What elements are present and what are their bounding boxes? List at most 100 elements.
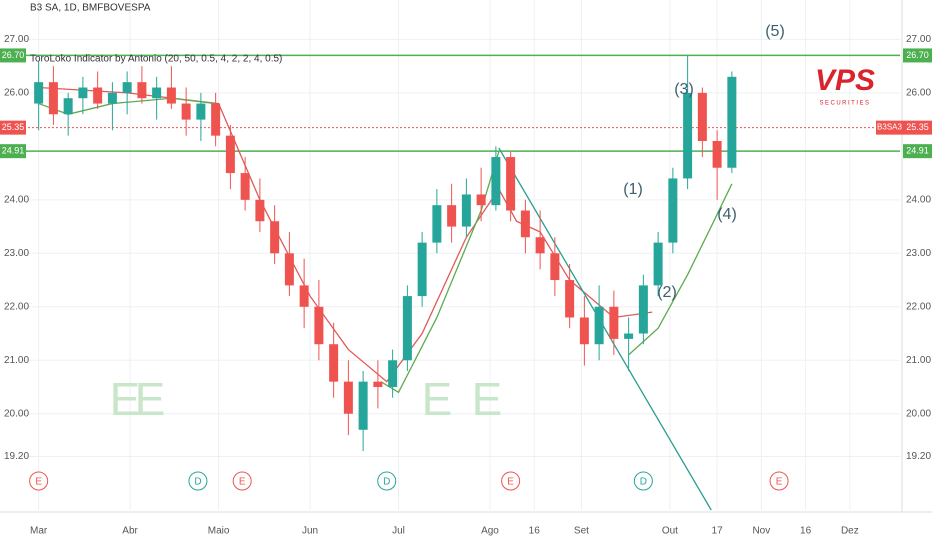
y-tick-label: 23.00: [906, 248, 931, 259]
candle-body: [137, 82, 147, 99]
price-line-label: 26.70: [2, 50, 25, 60]
candle-body: [48, 82, 58, 115]
chart-subtitle: ToroLoko Indicator by Antonio (20, 50, 0…: [30, 54, 282, 65]
event-label: E: [35, 477, 42, 488]
event-label: D: [194, 477, 201, 488]
watermark: E: [110, 373, 141, 425]
candle-body: [653, 242, 663, 286]
y-tick-label: 20.00: [906, 408, 931, 419]
watermark: E: [472, 373, 503, 425]
y-tick-label: 19.20: [4, 451, 29, 462]
candle-body: [122, 82, 132, 93]
candle-body: [93, 87, 103, 104]
candle-body: [697, 92, 707, 141]
candle-body: [565, 280, 575, 318]
event-label: D: [640, 477, 647, 488]
candle-body: [624, 333, 634, 339]
price-line-box: [903, 48, 932, 63]
candle-body: [255, 199, 265, 222]
candle-body: [520, 210, 530, 238]
event-marker: [633, 471, 653, 491]
x-tick-label: Set: [574, 526, 589, 537]
candle-body: [166, 87, 176, 104]
candle-body: [727, 76, 737, 168]
wave-label: (1): [623, 181, 643, 198]
y-tick-label: 27.00: [906, 34, 931, 45]
event-label: D: [383, 477, 390, 488]
candle-body: [152, 87, 162, 99]
candle-body: [550, 253, 560, 281]
price-line-box: [903, 120, 932, 135]
x-tick-label: Ago: [481, 526, 499, 537]
candle-body: [668, 178, 678, 243]
watermark: E: [422, 373, 453, 425]
y-tick-label: 21.00: [4, 355, 29, 366]
candle-body: [402, 296, 412, 361]
x-tick-label: Jun: [302, 526, 318, 537]
candle-body: [609, 306, 619, 339]
candle-body: [506, 157, 516, 211]
watermark: E: [135, 373, 166, 425]
candle-body: [78, 87, 88, 99]
price-line-box: [903, 144, 932, 159]
candle-body: [63, 98, 73, 115]
candle-body: [299, 285, 309, 307]
price-line-label: 24.91: [906, 146, 929, 156]
event-marker: [29, 471, 49, 491]
event-marker: [188, 471, 208, 491]
x-tick-label: Mar: [30, 526, 48, 537]
indicator-line: [628, 183, 733, 356]
y-tick-label: 19.20: [906, 451, 931, 462]
symbol-box: [876, 120, 903, 135]
event-label: E: [239, 477, 246, 488]
event-marker: [232, 471, 252, 491]
wave-label: (3): [674, 81, 694, 98]
x-tick-label: 16: [529, 526, 541, 537]
candle-body: [461, 194, 471, 227]
event-marker: [377, 471, 397, 491]
event-marker: [769, 471, 789, 491]
candle-body: [447, 205, 457, 227]
candle-body: [417, 242, 427, 297]
candle-body: [358, 381, 368, 430]
logo-subtext: SECURITIES: [819, 101, 870, 107]
candle-body: [211, 103, 221, 136]
x-tick-label: Out: [662, 526, 678, 537]
logo-text: VPS: [815, 64, 875, 97]
candle-body: [240, 173, 250, 200]
x-tick-label: Jul: [392, 526, 405, 537]
event-label: E: [776, 477, 783, 488]
price-line-label: 26.70: [906, 50, 929, 60]
wave-label: (2): [657, 284, 677, 301]
candle-body: [329, 344, 339, 382]
candle-body: [683, 92, 693, 179]
price-line-box: [0, 144, 26, 159]
x-tick-label: 16: [800, 526, 812, 537]
candle-body: [107, 92, 117, 104]
wave-label: (4): [717, 206, 737, 223]
candle-body: [491, 157, 501, 206]
chart-title: B3 SA, 1D, BMFBOVESPA: [30, 3, 151, 14]
candle-body: [432, 205, 442, 243]
candle-body: [579, 317, 589, 345]
y-tick-label: 26.00: [906, 88, 931, 99]
candle-body: [225, 135, 235, 174]
candle-body: [535, 237, 545, 254]
symbol-tag: B3SA3: [877, 123, 902, 132]
event-label: E: [507, 477, 514, 488]
x-tick-label: Abr: [122, 526, 138, 537]
candle-body: [388, 360, 398, 387]
price-line-box: [0, 120, 26, 135]
candle-body: [712, 141, 722, 168]
candle-body: [638, 285, 648, 334]
x-tick-label: Nov: [752, 526, 770, 537]
y-tick-label: 20.00: [4, 408, 29, 419]
candle-body: [270, 221, 280, 254]
candle-body: [314, 306, 324, 345]
candle-body: [476, 194, 486, 206]
price-line-label: 25.35: [2, 122, 25, 132]
candle-body: [373, 381, 383, 387]
candle-body: [284, 253, 294, 286]
y-tick-label: 27.00: [4, 34, 29, 45]
candle-body: [196, 103, 206, 120]
